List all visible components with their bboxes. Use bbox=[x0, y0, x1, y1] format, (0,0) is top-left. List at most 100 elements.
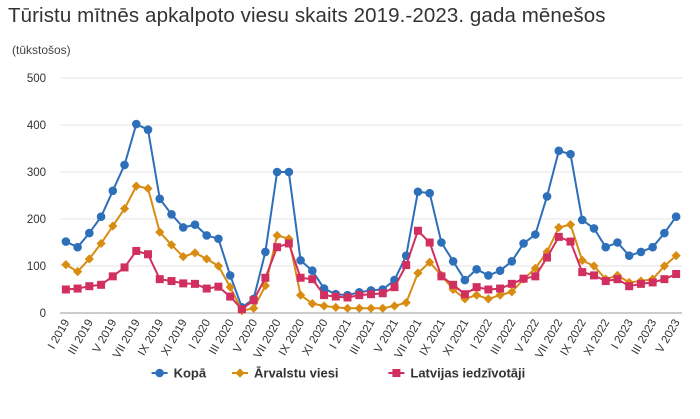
data-point bbox=[120, 160, 129, 170]
data-point bbox=[308, 275, 317, 284]
data-point bbox=[97, 280, 106, 289]
data-point bbox=[601, 242, 611, 252]
data-point bbox=[613, 275, 622, 284]
legend-label: Kopā bbox=[174, 366, 207, 381]
data-point bbox=[73, 242, 82, 252]
data-point bbox=[519, 274, 528, 283]
data-point bbox=[671, 212, 681, 221]
data-point bbox=[320, 291, 329, 300]
series-2 bbox=[61, 226, 681, 314]
data-point bbox=[577, 255, 587, 265]
data-point bbox=[73, 284, 82, 293]
data-point bbox=[624, 251, 634, 260]
data-point bbox=[543, 253, 552, 262]
data-point bbox=[284, 239, 293, 248]
data-point bbox=[342, 303, 353, 313]
data-point bbox=[225, 282, 235, 292]
data-point bbox=[378, 289, 387, 298]
gridlines bbox=[60, 77, 682, 314]
y-axis-ticks: 0 100 200 300 400 500 bbox=[27, 73, 46, 320]
data-point bbox=[495, 290, 505, 300]
data-point bbox=[237, 305, 246, 314]
legend-label: Ārvalstu viesi bbox=[254, 366, 339, 381]
legend-marker bbox=[155, 368, 164, 378]
data-point bbox=[132, 246, 141, 255]
data-point bbox=[367, 290, 375, 299]
data-point bbox=[554, 222, 564, 233]
data-point bbox=[131, 119, 141, 129]
data-point bbox=[507, 287, 517, 297]
data-point bbox=[261, 247, 270, 257]
data-point bbox=[61, 259, 71, 270]
data-point bbox=[366, 303, 376, 313]
data-point bbox=[531, 230, 540, 239]
data-point bbox=[155, 275, 164, 284]
data-point bbox=[496, 284, 505, 293]
data-point bbox=[73, 267, 83, 277]
data-point bbox=[155, 194, 165, 204]
data-point bbox=[108, 221, 118, 231]
data-point bbox=[308, 266, 317, 276]
data-point bbox=[331, 302, 341, 312]
data-point bbox=[648, 242, 657, 252]
legend-marker bbox=[235, 368, 245, 378]
legend: Kopā Ārvalstu viesi Latvijas iedzīvotāji bbox=[151, 366, 525, 381]
data-point bbox=[120, 263, 129, 272]
legend-item-0[interactable]: Kopā bbox=[151, 366, 207, 381]
data-point bbox=[202, 231, 211, 240]
data-point bbox=[589, 261, 599, 271]
data-point bbox=[519, 239, 528, 248]
data-point bbox=[425, 238, 434, 247]
data-point bbox=[566, 237, 575, 246]
data-point bbox=[202, 284, 211, 293]
data-point bbox=[389, 301, 400, 311]
data-point bbox=[225, 271, 235, 280]
data-point bbox=[390, 283, 399, 292]
data-point bbox=[61, 237, 71, 246]
data-point bbox=[613, 238, 622, 247]
data-point bbox=[190, 279, 199, 288]
y-tick-label: 400 bbox=[27, 120, 46, 132]
data-point bbox=[272, 167, 282, 177]
data-point bbox=[355, 291, 364, 300]
y-tick-label: 200 bbox=[27, 214, 46, 226]
data-point bbox=[273, 243, 282, 252]
data-point bbox=[589, 271, 598, 280]
data-point bbox=[448, 257, 458, 266]
data-point bbox=[179, 279, 188, 288]
data-point bbox=[84, 254, 94, 264]
data-point bbox=[425, 257, 435, 267]
data-point bbox=[413, 268, 423, 278]
data-point bbox=[437, 272, 446, 281]
series-layer bbox=[61, 119, 681, 316]
data-point bbox=[472, 290, 482, 300]
data-point bbox=[566, 149, 575, 159]
data-point bbox=[460, 275, 470, 285]
data-point bbox=[108, 272, 117, 281]
data-point bbox=[131, 181, 141, 191]
data-point bbox=[472, 264, 481, 274]
y-tick-label: 100 bbox=[27, 261, 46, 273]
data-point bbox=[484, 285, 493, 294]
data-point bbox=[167, 210, 176, 219]
data-point bbox=[507, 257, 517, 266]
data-point bbox=[143, 183, 153, 194]
data-point bbox=[659, 261, 669, 271]
data-point bbox=[249, 296, 258, 305]
data-point bbox=[601, 277, 610, 286]
data-point bbox=[296, 273, 305, 282]
data-point bbox=[226, 292, 235, 301]
data-point bbox=[61, 285, 70, 294]
data-point bbox=[578, 268, 587, 277]
data-point bbox=[85, 282, 94, 291]
data-point bbox=[178, 223, 188, 232]
legend-item-2[interactable]: Latvijas iedzīvotāji bbox=[388, 366, 525, 381]
data-point bbox=[542, 192, 552, 201]
data-point bbox=[531, 272, 540, 281]
legend-item-1[interactable]: Ārvalstu viesi bbox=[232, 366, 339, 381]
data-point bbox=[660, 228, 669, 238]
data-point bbox=[354, 303, 364, 313]
data-point bbox=[565, 220, 576, 230]
data-point bbox=[530, 263, 540, 273]
data-point bbox=[143, 125, 153, 134]
